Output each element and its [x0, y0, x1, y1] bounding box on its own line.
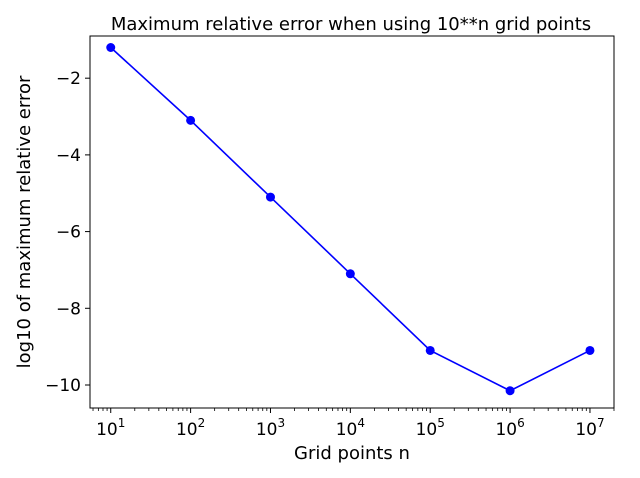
x-tick-label: 103 — [256, 416, 285, 440]
x-tick-label: 107 — [575, 416, 604, 440]
x-tick-label: 105 — [416, 416, 445, 440]
x-tick-base: 10 — [336, 420, 358, 440]
data-point — [345, 269, 355, 279]
x-tick-exponent: 6 — [517, 416, 525, 430]
data-point — [505, 386, 515, 396]
x-tick-label: 104 — [336, 416, 365, 440]
x-tick-base: 10 — [495, 420, 517, 440]
x-axis-label: Grid points n — [294, 443, 410, 464]
x-tick-base: 10 — [575, 420, 597, 440]
data-point — [585, 345, 595, 355]
plot-frame — [89, 35, 615, 409]
data-point — [106, 43, 116, 53]
x-tick-label: 102 — [176, 416, 205, 440]
chart-title: Maximum relative error when using 10**n … — [111, 14, 591, 35]
x-tick-exponent: 7 — [597, 416, 605, 430]
series-layer — [106, 43, 595, 396]
y-axis-ticks: −2 −4 −6 −8 −10 — [45, 69, 90, 396]
x-tick-exponent: 4 — [357, 416, 365, 430]
data-point — [186, 115, 196, 125]
x-tick-label: 101 — [96, 416, 125, 440]
y-axis-label: log10 of maximum relative error — [14, 75, 35, 368]
y-tick-label: −4 — [56, 146, 81, 166]
plot-area: 101 102 103 104 105 106 107 −2−4−6−8−10 — [45, 35, 615, 440]
data-point — [265, 192, 275, 202]
y-tick-label: −2 — [56, 69, 81, 89]
y-tick-label: −8 — [56, 299, 81, 319]
x-tick-base: 10 — [176, 420, 198, 440]
series-line — [110, 46, 591, 392]
x-tick-base: 10 — [256, 420, 278, 440]
x-tick-label: 106 — [495, 416, 524, 440]
x-axis-ticks: 101 102 103 104 105 106 107 — [92, 408, 615, 440]
x-tick-base: 10 — [416, 420, 438, 440]
x-tick-base: 10 — [96, 420, 118, 440]
y-tick-label: −6 — [56, 223, 81, 243]
x-tick-exponent: 5 — [437, 416, 445, 430]
x-tick-exponent: 1 — [118, 416, 126, 430]
x-tick-exponent: 2 — [198, 416, 206, 430]
x-tick-exponent: 3 — [277, 416, 285, 430]
y-tick-label: −10 — [45, 376, 81, 396]
data-point — [425, 345, 435, 355]
